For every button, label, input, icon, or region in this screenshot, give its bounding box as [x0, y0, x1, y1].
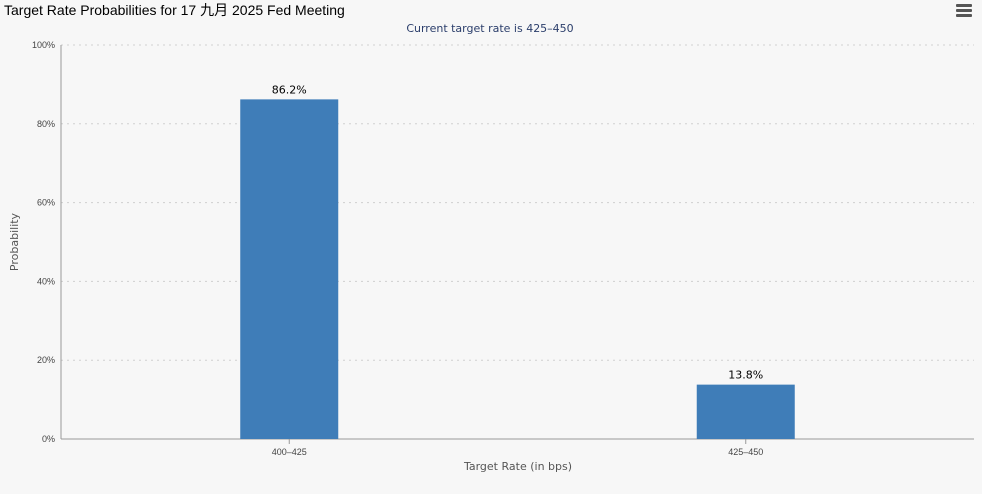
y-tick-label: 80%: [37, 119, 55, 129]
grid-lines: [61, 44, 974, 361]
y-tick-label: 0%: [42, 434, 55, 444]
y-tick-label: 60%: [37, 198, 55, 208]
x-axis-title: Target Rate (in bps): [463, 460, 572, 473]
hamburger-menu-icon[interactable]: [956, 4, 972, 18]
y-tick-label: 20%: [37, 355, 55, 365]
y-axis-ticks: 0% 20% 40% 60% 80% 100%: [32, 40, 55, 444]
data-label: 13.8%: [728, 369, 763, 382]
bars: 86.2% 13.8%: [240, 83, 795, 439]
bar[interactable]: [240, 99, 339, 439]
y-tick-label: 40%: [37, 276, 55, 286]
x-tick-label: 425–450: [728, 447, 763, 457]
x-axis-ticks: 400–425 425–450: [272, 439, 763, 457]
x-tick-label: 400–425: [272, 447, 307, 457]
y-axis-title: Probability: [8, 212, 21, 271]
data-label: 86.2%: [272, 83, 307, 96]
y-tick-label: 100%: [32, 40, 55, 50]
chart-subtitle: Current target rate is 425–450: [406, 22, 573, 35]
page-title: Target Rate Probabilities for 17 九月 2025…: [4, 2, 345, 18]
bar[interactable]: [696, 384, 795, 439]
